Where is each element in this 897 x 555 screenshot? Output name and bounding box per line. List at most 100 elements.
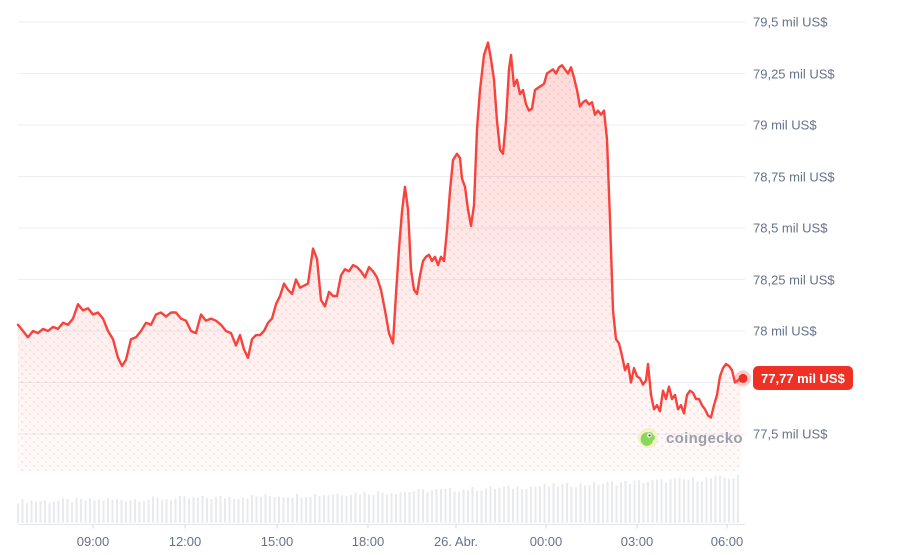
volume-bar	[350, 495, 352, 523]
volume-bar	[71, 502, 73, 523]
volume-bar	[48, 502, 51, 523]
volume-bar	[449, 487, 451, 523]
volume-bar	[264, 494, 267, 523]
x-axis-label: 15:00	[260, 534, 294, 549]
volume-bar	[246, 498, 249, 523]
volume-bar	[53, 501, 55, 523]
volume-bar	[476, 490, 478, 523]
volume-bar	[242, 497, 244, 523]
price-line	[16, 41, 743, 419]
volume-bar	[17, 503, 19, 523]
volume-bar	[89, 498, 91, 523]
x-axis-label: 12:00	[168, 534, 202, 549]
volume-bar	[570, 486, 573, 523]
volume-bar	[638, 480, 640, 523]
volume-bar	[215, 496, 217, 523]
volume-bar	[719, 475, 721, 523]
volume-bar	[678, 477, 681, 523]
volume-bar	[467, 490, 469, 523]
volume-bar	[336, 493, 339, 523]
volume-bar	[642, 483, 645, 523]
x-axis-label: 09:00	[76, 534, 110, 549]
volume-bar	[323, 494, 325, 523]
volume-bar	[597, 484, 600, 523]
volume-bar	[309, 496, 312, 523]
volume-bar	[161, 499, 163, 523]
volume-bar	[498, 487, 501, 523]
volume-bar	[201, 495, 204, 523]
y-axis-label: 78 mil US$	[753, 323, 817, 339]
volume-bar	[98, 499, 100, 523]
volume-bar	[143, 500, 145, 523]
volume-bar	[300, 497, 303, 523]
x-axis-label: 06:00	[710, 534, 744, 549]
volume-bar	[269, 496, 271, 523]
volume-bar	[651, 479, 654, 523]
volume-bar	[345, 496, 348, 523]
volume-bar	[485, 488, 487, 523]
volume-bar	[233, 498, 235, 523]
volume-bar	[147, 499, 150, 523]
volume-bar	[111, 499, 114, 523]
volume-bar	[219, 496, 222, 523]
volume-bar	[62, 498, 64, 523]
x-axis-label: 03:00	[620, 534, 654, 549]
volume-bar	[507, 485, 510, 523]
volume-bar	[197, 497, 199, 523]
volume-bar	[548, 486, 550, 523]
coingecko-watermark[interactable]: coingecko	[637, 427, 743, 449]
y-axis-label: 79,25 mil US$	[753, 66, 835, 81]
volume-bar	[512, 488, 514, 523]
volume-bar	[84, 500, 87, 523]
volume-bar	[152, 496, 154, 523]
volume-bar	[525, 489, 528, 523]
volume-bar	[237, 498, 240, 523]
volume-bar	[696, 481, 699, 523]
volume-bar	[93, 500, 96, 523]
volume-bar	[489, 486, 492, 523]
volume-bar	[107, 498, 109, 523]
volume-bar	[557, 486, 559, 523]
volume-bar	[318, 495, 321, 523]
volume-bar	[80, 498, 82, 523]
volume-bar	[588, 485, 591, 523]
volume-bar	[480, 490, 483, 523]
volume-bar	[390, 493, 393, 523]
volume-bar	[417, 488, 420, 523]
volume-bar	[611, 481, 613, 523]
volume-bar	[156, 497, 159, 523]
volume-bar	[224, 498, 226, 523]
volume-bar	[179, 496, 181, 523]
volume-bar	[165, 499, 168, 523]
volume-bar	[723, 477, 726, 523]
volume-bar	[44, 500, 46, 523]
volume-bar	[705, 477, 708, 523]
volume-bar	[683, 479, 685, 523]
y-axis-label: 78,75 mil US$	[753, 169, 835, 184]
volume-bar	[606, 481, 609, 523]
volume-bar	[116, 499, 118, 523]
volume-bar	[192, 496, 195, 523]
volume-bar	[737, 475, 739, 523]
volume-bar	[57, 500, 60, 523]
volume-bar	[602, 483, 604, 523]
price-marker-dot	[738, 373, 748, 383]
volume-bar	[714, 476, 717, 523]
volume-bar	[228, 497, 231, 523]
volume-bar	[287, 497, 289, 523]
volume-bar	[462, 489, 465, 523]
volume-bar	[543, 484, 546, 523]
volume-bar	[170, 500, 172, 523]
volume-bar	[206, 498, 208, 523]
volume-bar	[633, 480, 636, 523]
price-area-dots	[18, 42, 741, 471]
volume-bar	[327, 495, 330, 523]
volume-bar	[134, 499, 136, 523]
volume-bar	[575, 487, 577, 523]
volume-bar	[561, 484, 564, 523]
coingecko-gecko-icon	[637, 427, 659, 449]
volume-bar	[674, 478, 676, 523]
volume-bar	[593, 481, 595, 523]
